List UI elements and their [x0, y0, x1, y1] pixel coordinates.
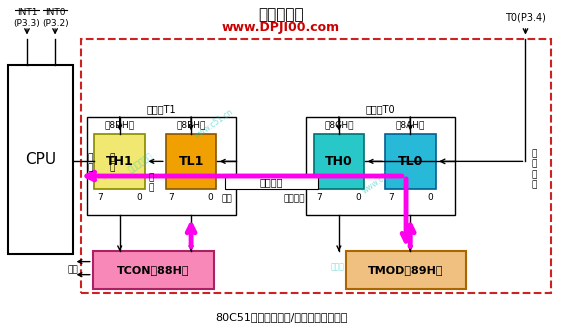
Bar: [225, 174, 318, 189]
Text: TCON（88H）: TCON（88H）: [117, 265, 189, 275]
Text: 7: 7: [388, 193, 393, 202]
Text: www.c51.cn: www.c51.cn: [361, 163, 404, 196]
Text: TL0: TL0: [397, 155, 423, 168]
Text: TL1: TL1: [178, 155, 204, 168]
Text: 定时器T1: 定时器T1: [147, 104, 176, 114]
Text: T0(P3.4): T0(P3.4): [505, 13, 546, 23]
Text: 0: 0: [427, 193, 433, 202]
Text: INT0
(P3.2): INT0 (P3.2): [42, 8, 69, 28]
Text: INT1
(P3.3): INT1 (P3.3): [13, 8, 40, 28]
Bar: [8, 65, 73, 254]
Text: （8DH）: （8DH）: [105, 120, 135, 129]
Text: 单片机自学网: 单片机自学网: [126, 151, 155, 175]
Text: 中断: 中断: [67, 265, 79, 274]
Text: TH0: TH0: [325, 155, 353, 168]
Bar: [87, 117, 236, 215]
Bar: [346, 251, 466, 289]
Bar: [306, 117, 455, 215]
Text: CPU: CPU: [25, 152, 56, 167]
Text: 单片机之家: 单片机之家: [258, 7, 304, 22]
Text: 溢出: 溢出: [222, 194, 233, 203]
Bar: [314, 134, 364, 189]
Bar: [385, 134, 436, 189]
Text: www.c51.cn: www.c51.cn: [192, 107, 235, 141]
Bar: [94, 134, 145, 189]
Text: 单片机: 单片机: [330, 263, 344, 272]
Text: 启
动: 启 动: [149, 173, 155, 192]
Text: 80C51单片机定时器/计数器结构原理图: 80C51单片机定时器/计数器结构原理图: [215, 312, 347, 322]
Text: 0: 0: [356, 193, 361, 202]
Text: （8CH）: （8CH）: [324, 120, 353, 129]
Text: 内部总线: 内部总线: [260, 177, 283, 187]
Text: 工
作
方
式: 工 作 方 式: [531, 149, 537, 190]
Text: 7: 7: [97, 193, 103, 202]
Text: TH1: TH1: [106, 155, 134, 168]
Text: 7: 7: [169, 193, 174, 202]
Bar: [93, 251, 214, 289]
Bar: [81, 39, 551, 293]
Text: 溢
出: 溢 出: [87, 153, 93, 173]
Text: TMOD（89H）: TMOD（89H）: [368, 265, 444, 275]
Text: （8BH）: （8BH）: [176, 120, 206, 129]
Bar: [166, 134, 216, 189]
Text: www.DPJI00.com: www.DPJI00.com: [222, 21, 340, 34]
Text: 0: 0: [208, 193, 214, 202]
Text: 工作方式: 工作方式: [284, 194, 305, 203]
Text: 启
动: 启 动: [110, 153, 115, 173]
Text: （8AH）: （8AH）: [396, 120, 425, 129]
Text: 定时器T0: 定时器T0: [366, 104, 396, 114]
Text: 7: 7: [316, 193, 322, 202]
Text: 0: 0: [137, 193, 142, 202]
